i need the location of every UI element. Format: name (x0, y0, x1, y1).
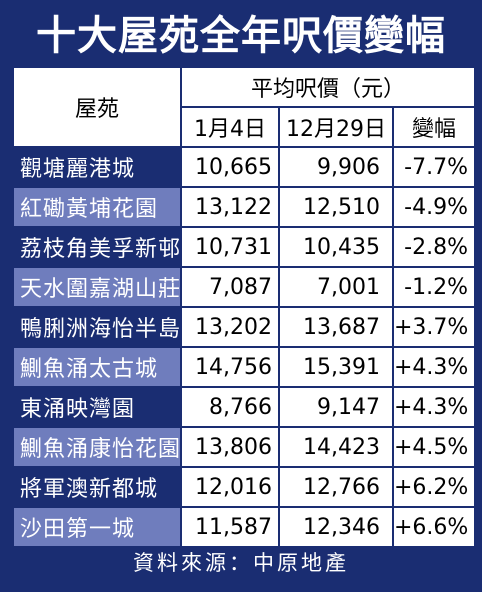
price-change: +6.2% (391, 466, 477, 508)
price-jan4: 10,665 (180, 146, 280, 188)
price-jan4: 7,087 (180, 266, 280, 308)
price-change: +3.7% (391, 306, 477, 348)
price-jan4: 10,731 (180, 226, 280, 268)
estate-name: 觀塘麗港城 (12, 146, 182, 188)
price-dec29: 9,906 (278, 146, 394, 188)
table-row: 觀塘麗港城 10,665 9,906 -7.7% (12, 146, 477, 188)
price-dec29: 15,391 (278, 346, 394, 388)
price-change: -2.8% (391, 226, 477, 268)
table-row: 沙田第一城 11,587 12,346 +6.6% (12, 506, 477, 548)
price-jan4: 13,202 (180, 306, 280, 348)
price-jan4: 8,766 (180, 386, 280, 428)
estate-name: 東涌映灣園 (12, 386, 182, 428)
price-dec29: 12,766 (278, 466, 394, 508)
estate-name: 鰂魚涌太古城 (12, 346, 182, 388)
estate-name: 鰂魚涌康怡花園 (12, 426, 182, 468)
price-dec29: 7,001 (278, 266, 394, 308)
price-dec29: 14,423 (278, 426, 394, 468)
price-table: 屋苑 平均呎價（元） 1月4日 12月29日 變幅 觀塘麗港城 10,665 9… (12, 66, 477, 548)
header-jan4: 1月4日 (180, 106, 280, 148)
price-jan4: 12,016 (180, 466, 280, 508)
table-row: 天水圍嘉湖山莊 7,087 7,001 -1.2% (12, 266, 477, 308)
price-change: +4.3% (391, 346, 477, 388)
source-note: 資料來源：中原地產 (133, 551, 349, 575)
estate-name: 沙田第一城 (12, 506, 182, 548)
page-title: 十大屋苑全年呎價變幅 (36, 13, 446, 59)
table-row: 荔枝角美孚新邨 10,731 10,435 -2.8% (12, 226, 477, 268)
price-change: -1.2% (391, 266, 477, 308)
price-change: -7.7% (391, 146, 477, 188)
price-dec29: 10,435 (278, 226, 394, 268)
estate-name: 紅磡黃埔花園 (12, 186, 182, 228)
price-dec29: 9,147 (278, 386, 394, 428)
price-change: +4.5% (391, 426, 477, 468)
price-dec29: 13,687 (278, 306, 394, 348)
table-row: 鰂魚涌康怡花園 13,806 14,423 +4.5% (12, 426, 477, 468)
header-avg-price: 平均呎價（元） (179, 66, 477, 108)
price-change: +6.6% (391, 506, 477, 548)
estate-name: 鴨脷洲海怡半島 (12, 306, 182, 348)
header-estate: 屋苑 (12, 66, 182, 148)
table-row: 紅磡黃埔花園 13,122 12,510 -4.9% (12, 186, 477, 228)
header-change: 變幅 (391, 106, 477, 148)
price-change: +4.3% (391, 386, 477, 428)
header-dec29: 12月29日 (278, 106, 394, 148)
estate-name: 將軍澳新都城 (12, 466, 182, 508)
price-dec29: 12,510 (278, 186, 394, 228)
price-jan4: 13,806 (180, 426, 280, 468)
table-row: 鴨脷洲海怡半島 13,202 13,687 +3.7% (12, 306, 477, 348)
price-dec29: 12,346 (278, 506, 394, 548)
table-row: 將軍澳新都城 12,016 12,766 +6.2% (12, 466, 477, 508)
estate-name: 天水圍嘉湖山莊 (12, 266, 182, 308)
table-row: 東涌映灣園 8,766 9,147 +4.3% (12, 386, 477, 428)
price-change: -4.9% (391, 186, 477, 228)
table-row: 鰂魚涌太古城 14,756 15,391 +4.3% (12, 346, 477, 388)
estate-name: 荔枝角美孚新邨 (12, 226, 182, 268)
price-jan4: 13,122 (180, 186, 280, 228)
price-jan4: 14,756 (180, 346, 280, 388)
price-jan4: 11,587 (180, 506, 280, 548)
